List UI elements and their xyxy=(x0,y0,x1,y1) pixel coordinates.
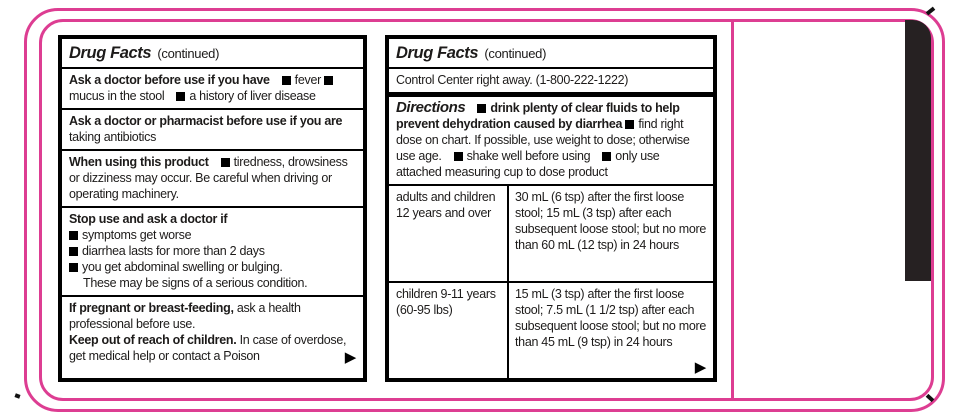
dosage-group-cell: adults and children 12 years and over xyxy=(389,186,509,281)
directions-bold-item: drink plenty of clear fluids to help pre… xyxy=(396,101,680,131)
pregnancy-text: ask a health professional before use. xyxy=(69,301,301,331)
when-using-item: tiredness, drowsiness or dizziness may o… xyxy=(69,155,348,201)
print-mark-bottom-left xyxy=(14,393,21,399)
dosage-amount-cell: 30 mL (6 tsp) after the first loose stoo… xyxy=(515,190,707,252)
dosage-row-children: children 9-11 years (60-95 lbs) 15 mL (3… xyxy=(389,281,713,378)
ask-doctor-heading: Ask a doctor before use if you have xyxy=(69,73,270,87)
stop-use-item-text: symptoms get worse xyxy=(82,228,192,242)
section-ask-doctor: Ask a doctor before use if you have fever… xyxy=(62,69,363,108)
bullet-icon xyxy=(602,151,612,161)
inner-pink-border xyxy=(39,19,934,401)
section-divider-thick xyxy=(389,92,713,97)
ask-doctor-item-mucus: mucus in the stool xyxy=(69,89,165,103)
section-ask-pharmacist: Ask a doctor or pharmacist before use if… xyxy=(62,108,363,149)
stop-use-item-text: you get abdominal swelling or bulging. xyxy=(82,260,283,274)
pregnancy-paragraph: If pregnant or breast-feeding, ask a hea… xyxy=(69,300,356,332)
section-pregnancy-keepout: If pregnant or breast-feeding, ask a hea… xyxy=(62,295,363,368)
drug-facts-title-right: Drug Facts (continued) xyxy=(389,39,713,69)
bullet-icon xyxy=(220,157,230,167)
bullet-icon xyxy=(453,151,463,161)
ask-doctor-item-liver: a history of liver disease xyxy=(189,89,316,103)
directions-item-dose-chart: find right dose on chart. If possible, u… xyxy=(396,117,690,163)
stop-use-note: These may be signs of a serious conditio… xyxy=(83,276,308,290)
ask-pharmacist-heading: Ask a doctor or pharmacist before use if… xyxy=(69,114,343,128)
bullet-icon xyxy=(69,246,78,256)
dosage-group-cell: children 9-11 years (60-95 lbs) xyxy=(389,283,509,378)
directions-item-cup: only use attached measuring cup to dose … xyxy=(396,149,660,179)
drug-facts-wordmark: Drug Facts xyxy=(396,44,479,62)
directions-heading: Directions xyxy=(396,99,466,116)
section-when-using: When using this product tiredness, drowsi… xyxy=(62,149,363,206)
stop-use-item-text: diarrhea lasts for more than 2 days xyxy=(82,244,265,258)
ask-pharmacist-text: taking antibiotics xyxy=(69,130,157,144)
dosage-amount-cell: 15 mL (3 tsp) after the first loose stoo… xyxy=(509,283,713,378)
dosage-amount-text: 15 mL (3 tsp) after the first loose stoo… xyxy=(515,287,707,349)
keep-out-heading: Keep out of reach of children. xyxy=(69,333,237,347)
continue-arrow-icon: ▶ xyxy=(694,359,707,376)
stop-use-heading: Stop use and ask a doctor if xyxy=(69,212,228,226)
bullet-icon xyxy=(324,75,334,85)
bullet-icon xyxy=(69,262,78,272)
bullet-icon xyxy=(176,91,186,101)
stop-use-item: you get abdominal swelling or bulging. xyxy=(69,259,356,275)
section-directions: Directions drink plenty of clear fluids t… xyxy=(389,97,713,184)
stop-use-item: diarrhea lasts for more than 2 days xyxy=(69,243,356,259)
bullet-icon xyxy=(281,75,291,85)
bullet-icon xyxy=(69,230,78,240)
dosage-row-adults: adults and children 12 years and over 30… xyxy=(389,186,713,281)
continue-arrow-icon: ▶ xyxy=(344,349,357,366)
drug-facts-wordmark: Drug Facts xyxy=(69,44,152,62)
pregnancy-heading: If pregnant or breast-feeding, xyxy=(69,301,234,315)
panel-fold-divider xyxy=(731,20,734,400)
section-stop-use: Stop use and ask a doctor if symptoms ge… xyxy=(62,206,363,295)
keep-out-paragraph: Keep out of reach of children. In case o… xyxy=(69,332,356,364)
ask-doctor-item-fever: fever xyxy=(294,73,322,87)
bullet-icon xyxy=(625,119,635,129)
dosage-table: adults and children 12 years and over 30… xyxy=(389,184,713,378)
drug-facts-title-left: Drug Facts (continued) xyxy=(62,39,363,69)
stop-use-item: symptoms get worse xyxy=(69,227,356,243)
directions-item-shake: shake well before using xyxy=(466,149,591,163)
poison-control-line: Control Center right away. (1-800-222-12… xyxy=(396,73,629,87)
keep-out-text: In case of overdose, get medical help or… xyxy=(69,333,347,363)
outer-pink-border xyxy=(24,8,945,412)
drug-facts-panel-left: Drug Facts (continued) Ask a doctor befo… xyxy=(58,35,367,382)
spine-black-bar xyxy=(905,20,931,281)
when-using-heading: When using this product xyxy=(69,155,209,169)
drug-facts-continued-label: (continued) xyxy=(484,46,547,61)
bullet-icon xyxy=(477,103,487,113)
drug-facts-continued-label: (continued) xyxy=(157,46,220,61)
drug-facts-panel-right: Drug Facts (continued) Control Center ri… xyxy=(385,35,717,382)
